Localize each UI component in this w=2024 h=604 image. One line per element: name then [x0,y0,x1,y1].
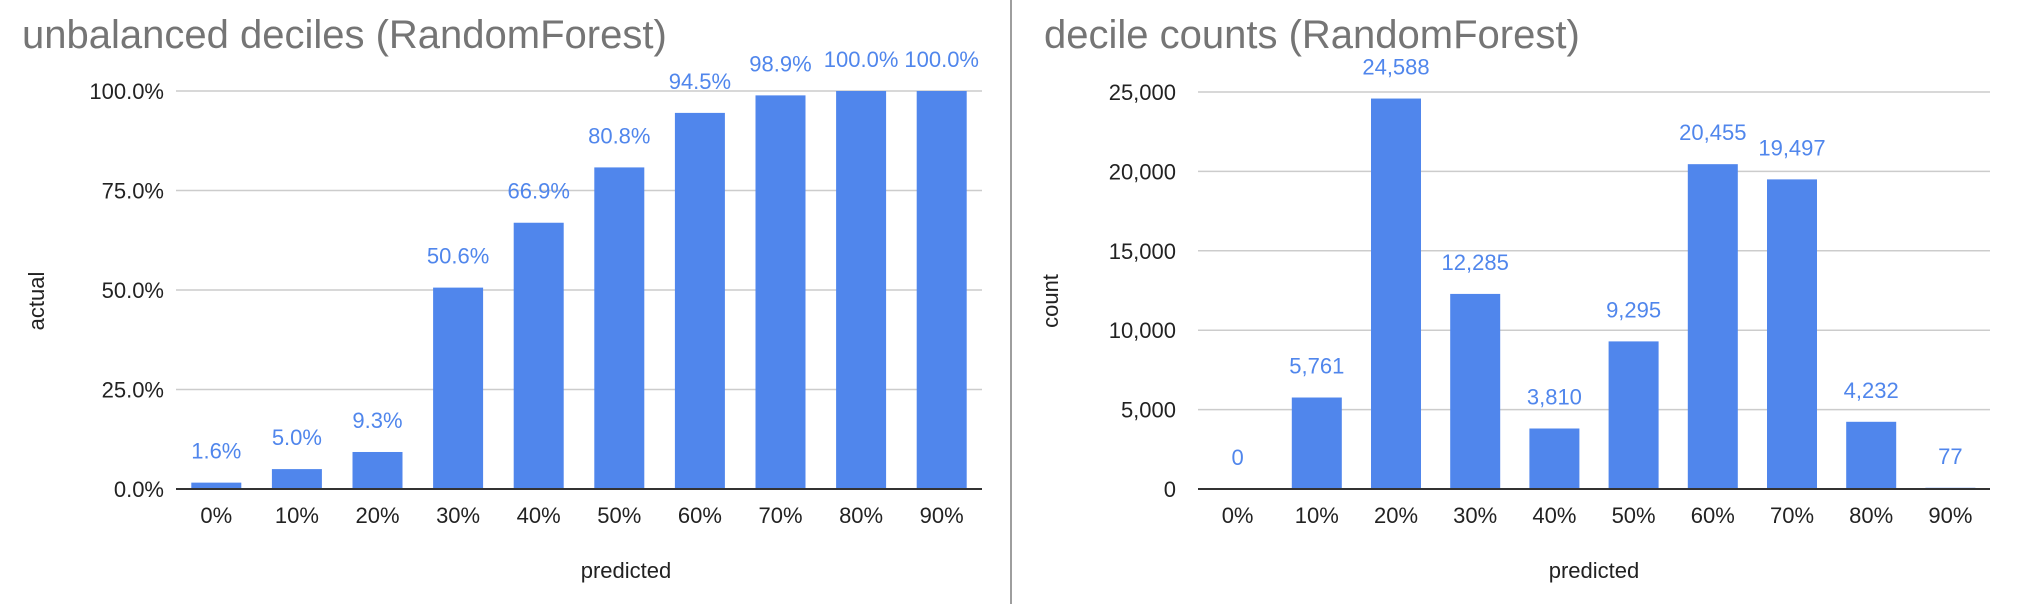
x-tick-label: 30% [1453,503,1497,528]
bar [1608,341,1659,489]
data-label: 100.0% [824,47,899,72]
x-tick-label: 0% [200,503,232,528]
y-tick-label: 15,000 [1109,239,1176,264]
x-tick-label: 70% [758,503,802,528]
y-tick-label: 75.0% [102,179,164,204]
x-tick-label: 90% [1928,503,1972,528]
data-label: 66.9% [508,179,570,204]
x-tick-label: 80% [839,503,883,528]
y-axis-label: count [1038,274,1063,328]
bar [1767,179,1817,489]
bar-chart-unbalanced-deciles: unbalanced deciles (RandomForest) 1.6% 5.… [22,13,982,583]
bar [674,112,725,489]
data-label: 5.0% [272,425,322,450]
x-tick-label: 40% [517,503,561,528]
data-label: 4,232 [1844,378,1899,403]
bar [755,95,806,490]
chart-panel-decile-counts: decile counts (RandomForest) 0 5,761 24,58… [1012,0,2024,604]
bar [191,482,242,489]
data-label: 24,588 [1362,55,1429,80]
chart-panel-unbalanced-deciles: unbalanced deciles (RandomForest) 1.6% 5.… [0,0,1010,604]
x-tick-label: 20% [1374,503,1418,528]
data-label: 9.3% [352,408,402,433]
data-label: 98.9% [749,51,811,76]
bar [916,91,967,489]
bar-chart-decile-counts: decile counts (RandomForest) 0 5,761 24,58… [1038,13,1990,583]
data-label: 94.5% [669,69,731,94]
y-tick-label: 0.0% [114,477,164,502]
data-label: 19,497 [1758,135,1825,160]
x-tick-label: 50% [597,503,641,528]
y-tick-label: 5,000 [1121,398,1176,423]
data-label: 20,455 [1679,120,1746,145]
bar [594,167,645,489]
data-label: 12,285 [1442,250,1509,275]
y-tick-label: 25,000 [1109,80,1176,105]
x-tick-label: 50% [1612,503,1656,528]
bar [1529,428,1580,489]
x-axis-label: predicted [1549,558,1640,583]
x-axis-label: predicted [581,558,672,583]
data-label: 50.6% [427,244,489,269]
data-label: 5,761 [1289,354,1344,379]
x-tick-label: 80% [1849,503,1893,528]
data-label: 3,810 [1527,384,1582,409]
data-label: 100.0% [904,47,979,72]
panel-divider [1010,0,1012,604]
bar [513,222,564,489]
y-tick-label: 100.0% [89,79,164,104]
data-label: 77 [1938,444,1962,469]
data-label: 0 [1231,445,1243,470]
bar [1371,98,1421,490]
data-label: 1.6% [191,439,241,464]
x-tick-label: 60% [678,503,722,528]
x-tick-label: 20% [355,503,399,528]
bar [1291,397,1342,489]
x-tick-label: 60% [1691,503,1735,528]
x-tick-label: 30% [436,503,480,528]
x-tick-label: 10% [1295,503,1339,528]
bar [271,469,322,489]
x-tick-label: 40% [1532,503,1576,528]
y-tick-label: 10,000 [1109,318,1176,343]
data-label: 9,295 [1606,297,1661,322]
y-tick-label: 25.0% [102,378,164,403]
bar [352,451,403,489]
bar [1450,293,1501,489]
y-axis-label: actual [24,272,49,331]
x-tick-label: 70% [1770,503,1814,528]
y-tick-label: 0 [1164,477,1176,502]
x-tick-label: 90% [920,503,964,528]
y-tick-label: 50.0% [102,278,164,303]
bar [1846,421,1897,489]
bar [836,91,887,489]
data-label: 80.8% [588,123,650,148]
bar [1687,164,1738,489]
y-tick-label: 20,000 [1109,159,1176,184]
x-tick-label: 10% [275,503,319,528]
chart-title: unbalanced deciles (RandomForest) [22,13,667,57]
x-tick-label: 0% [1222,503,1254,528]
bar [433,287,484,489]
chart-title: decile counts (RandomForest) [1044,13,1580,57]
